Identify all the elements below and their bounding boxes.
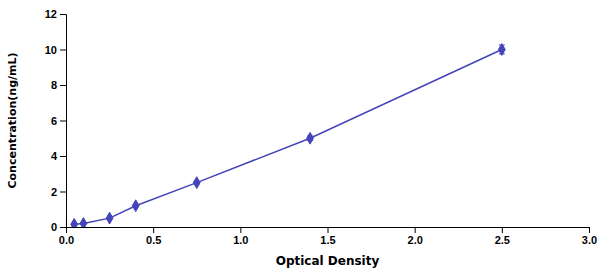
tick-mark bbox=[60, 50, 66, 51]
tick: 0.5 bbox=[146, 227, 161, 246]
y-axis: 0 2 4 6 8 10 12 bbox=[45, 8, 67, 233]
tick-label: 12 bbox=[45, 8, 57, 20]
tick: 2 bbox=[51, 186, 66, 198]
tick: 2.5 bbox=[495, 227, 510, 246]
error-bars bbox=[71, 45, 505, 224]
tick: 2.0 bbox=[408, 227, 423, 246]
tick-mark bbox=[60, 192, 66, 193]
tick-label: 4 bbox=[51, 150, 58, 162]
tick-label: 10 bbox=[45, 44, 57, 56]
tick-mark bbox=[502, 227, 503, 233]
tick-label: 0.0 bbox=[59, 234, 74, 246]
tick-label: 3.0 bbox=[582, 234, 597, 246]
line bbox=[74, 50, 502, 225]
tick-mark bbox=[415, 227, 416, 233]
x-axis-title: Optical Density bbox=[276, 254, 380, 268]
tick-label: 0 bbox=[51, 221, 57, 233]
y-axis-title: Concentration(ng/mL) bbox=[6, 52, 19, 188]
tick: 10 bbox=[45, 44, 66, 56]
tick-label: 2 bbox=[51, 186, 57, 198]
tick-label: 8 bbox=[51, 79, 57, 91]
tick-label: 1.5 bbox=[320, 234, 335, 246]
tick: 0.0 bbox=[59, 227, 74, 246]
tick: 6 bbox=[51, 115, 66, 127]
x-axis: 0.0 0.5 1.0 1.5 2.0 2.5 3.0 bbox=[59, 227, 597, 246]
marker bbox=[193, 177, 200, 189]
tick-mark bbox=[153, 227, 154, 233]
tick: 1.5 bbox=[320, 227, 335, 246]
tick-mark bbox=[60, 156, 66, 157]
tick-label: 0.5 bbox=[146, 234, 161, 246]
tick-mark bbox=[60, 227, 66, 228]
tick-mark bbox=[60, 14, 66, 15]
tick: 3.0 bbox=[582, 227, 597, 246]
tick-mark bbox=[60, 121, 66, 122]
axis-line bbox=[67, 228, 590, 234]
marker bbox=[106, 212, 113, 224]
plot: 0.0 0.5 1.0 1.5 2.0 2.5 3.0 0 2 4 6 8 10 12 bbox=[45, 8, 597, 246]
tick-mark bbox=[589, 227, 590, 233]
axis-line bbox=[60, 15, 67, 228]
tick-label: 6 bbox=[51, 115, 57, 127]
tick: 8 bbox=[51, 79, 66, 91]
marker bbox=[498, 44, 505, 56]
tick: 0 bbox=[51, 221, 66, 233]
tick: 4 bbox=[51, 150, 66, 162]
marker bbox=[71, 218, 78, 227]
tick: 1.0 bbox=[233, 227, 248, 246]
tick-label: 2.5 bbox=[495, 234, 510, 246]
tick-label: 2.0 bbox=[408, 234, 423, 246]
chart: 0.0 0.5 1.0 1.5 2.0 2.5 3.0 0 2 4 6 8 10 12 Optical De… bbox=[0, 0, 611, 275]
tick-mark bbox=[240, 227, 241, 233]
marker bbox=[307, 132, 314, 144]
tick-label: 1.0 bbox=[233, 234, 248, 246]
marker bbox=[132, 200, 139, 212]
tick-mark bbox=[60, 85, 66, 86]
marks bbox=[71, 44, 505, 227]
marker bbox=[80, 218, 87, 227]
tick: 12 bbox=[45, 8, 66, 20]
tick-mark bbox=[328, 227, 329, 233]
